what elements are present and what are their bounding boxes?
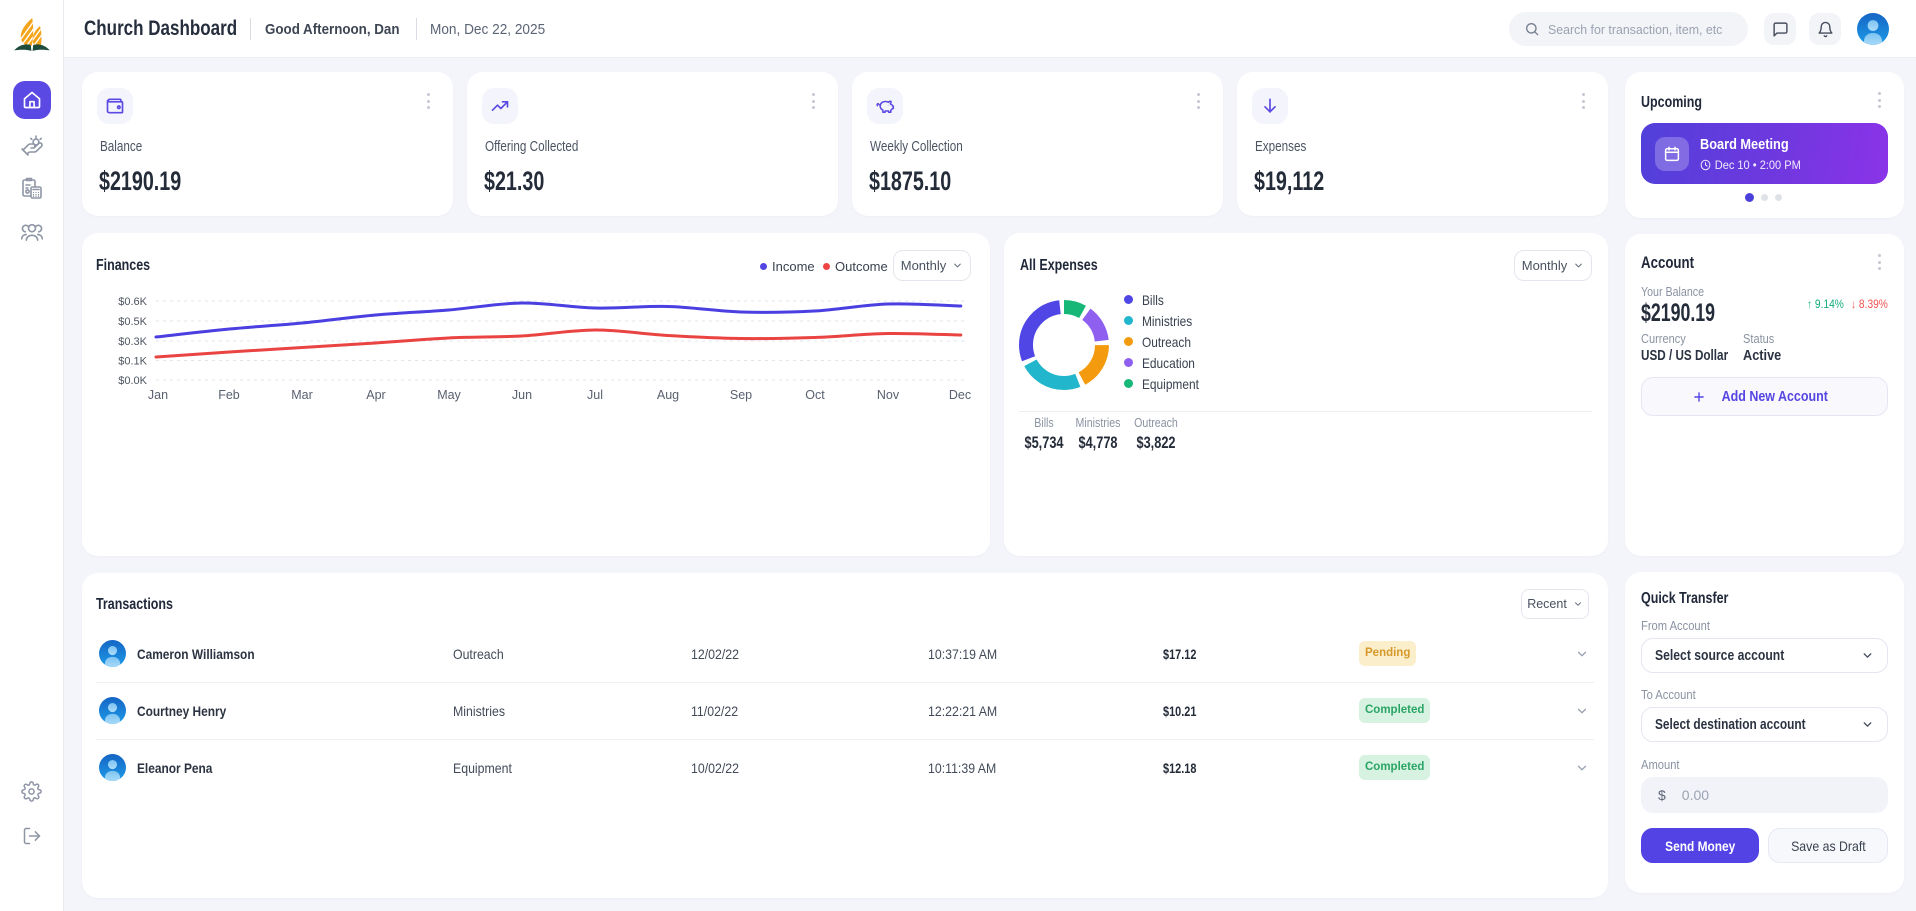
svg-text:$0.6K: $0.6K <box>118 296 147 308</box>
svg-text:Jun: Jun <box>512 388 532 402</box>
svg-text:$0.0K: $0.0K <box>118 375 147 387</box>
svg-text:Sep: Sep <box>730 388 752 402</box>
svg-text:Nov: Nov <box>877 388 900 402</box>
svg-text:Jan: Jan <box>148 388 168 402</box>
svg-text:Dec: Dec <box>949 388 971 402</box>
svg-text:Jul: Jul <box>587 388 603 402</box>
svg-text:$0.5K: $0.5K <box>118 316 147 328</box>
svg-text:Apr: Apr <box>366 388 385 402</box>
svg-text:Feb: Feb <box>218 388 240 402</box>
svg-text:$0.1K: $0.1K <box>118 356 147 368</box>
svg-text:Mar: Mar <box>291 388 313 402</box>
svg-text:Oct: Oct <box>805 388 825 402</box>
svg-text:Aug: Aug <box>657 388 679 402</box>
svg-text:May: May <box>437 388 461 402</box>
svg-text:$0.3K: $0.3K <box>118 336 147 348</box>
